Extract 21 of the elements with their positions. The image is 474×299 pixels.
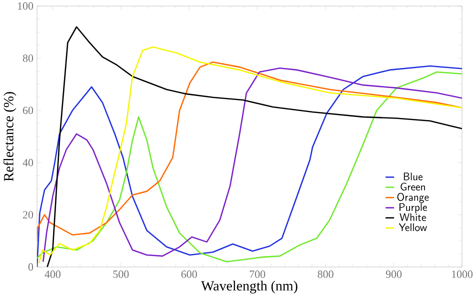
y-tick-label: 0 [28,263,34,271]
legend-label: White [400,213,426,222]
x-tick-label: 900 [386,270,402,278]
y-axis-title: Reflectance (%) [3,92,16,182]
x-tick-label: 600 [181,270,197,278]
y-tick-label: 100 [18,2,34,10]
x-tick-label: 1000 [452,270,473,278]
x-tick-label: 700 [250,270,266,278]
x-axis-title: Wavelength (nm) [201,280,298,294]
legend-label: Yellow [398,223,427,232]
y-tick-label: 60 [22,106,34,114]
legend-label: Green [400,182,425,191]
x-tick-label: 400 [44,270,60,278]
legend-label: Purple [400,203,427,213]
y-tick-label: 80 [22,54,34,62]
y-tick-label: 20 [23,211,34,218]
x-tick-label: 800 [318,270,334,278]
y-tick-label: 40 [22,158,34,166]
x-tick-label: 500 [113,270,129,278]
legend-label: Blue [404,172,423,180]
legend-label: Orange [397,192,429,203]
